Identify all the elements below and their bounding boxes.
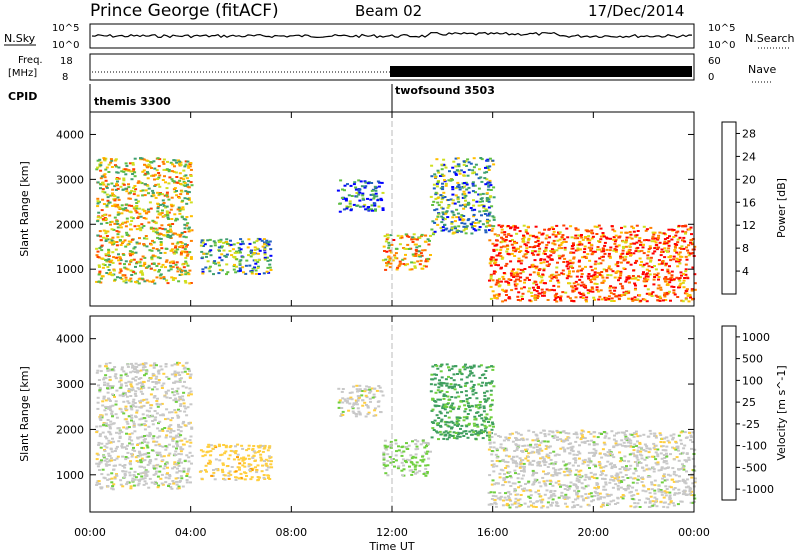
echo-region (488, 224, 697, 303)
colorbar-title: Power [dB] (775, 178, 788, 238)
nsky-tick-top: 10^5 (52, 23, 79, 34)
colorbar-tick-label: -25 (742, 418, 760, 431)
echo-region (429, 157, 496, 236)
x-tick-label: 16:00 (477, 526, 509, 539)
power-panel: 1000 2000 3000 4000 Slant Range [km] (18, 111, 697, 307)
freq-tick-bottom: 8 (62, 72, 68, 83)
colorbar-tick-label: 24 (742, 150, 756, 163)
colorbar-tick-label: -500 (742, 461, 767, 474)
echo-region (198, 443, 274, 482)
colorbar-tick-label: 1000 (742, 331, 770, 344)
nave-tick-bottom: 0 (708, 72, 714, 83)
nsearch-tick-bottom: 10^0 (708, 40, 735, 51)
beam-label: Beam 02 (355, 2, 422, 20)
echo-region (336, 179, 385, 213)
nsky-label: N.Sky (4, 32, 36, 45)
velocity-panel: 1000 2000 3000 4000 Slant Range [km] (18, 315, 697, 513)
y-tick-label: 3000 (56, 378, 84, 391)
nave-tick-top: 60 (708, 56, 721, 67)
power-colorbar: 4 8 12 16 20 24 28 Power [dB] (721, 121, 788, 295)
nsky-trace (91, 31, 693, 39)
echo-region (95, 157, 194, 285)
x-tick-label: 04:00 (175, 526, 207, 539)
freq-trace-twofsound (390, 66, 692, 77)
colorbar-tick-label: 4 (742, 265, 749, 278)
colorbar-tick-label: 100 (742, 374, 763, 387)
echo-region (382, 439, 432, 477)
nsearch-label: N.Search (745, 32, 795, 45)
colorbar-tick-label: 25 (742, 396, 756, 409)
y-tick-label: 2000 (56, 423, 84, 436)
y-tick-label: 3000 (56, 173, 84, 186)
y-tick-label: 4000 (56, 128, 84, 141)
colorbar-tick-label: -1000 (742, 483, 774, 496)
time-axis-labels: 00:00 04:00 08:00 12:00 16:00 20:00 00:00 (74, 526, 710, 539)
cpid-program-1: themis 3300 (94, 95, 171, 108)
y-axis-title: Slant Range [km] (18, 366, 31, 462)
freq-strip: Freq. [MHz] 18 8 60 0 Nave (8, 53, 776, 83)
y-tick-label: 4000 (56, 333, 84, 346)
colorbar-tick-label: 8 (742, 242, 749, 255)
cpid-program-2: twofsound 3503 (395, 84, 495, 97)
freq-label-1: Freq. (18, 55, 43, 66)
x-tick-label: 12:00 (376, 526, 408, 539)
nsearch-tick-top: 10^5 (708, 23, 735, 34)
x-tick-label: 00:00 (678, 526, 710, 539)
x-axis-title: Time UT (368, 540, 414, 553)
nsky-strip: N.Sky 10^5 10^0 10^5 10^0 N.Search (4, 23, 795, 51)
colorbar-tick-label: 500 (742, 353, 763, 366)
echo-region (337, 384, 385, 418)
station-title: Prince George (fitACF) (90, 1, 279, 21)
freq-tick-top: 18 (60, 56, 73, 67)
echo-region (199, 237, 273, 276)
cpid-label: CPID (8, 90, 37, 103)
colorbar-tick-label: 12 (742, 219, 756, 232)
y-tick-label: 1000 (56, 263, 84, 276)
x-tick-label: 00:00 (74, 526, 106, 539)
freq-label-2: [MHz] (8, 68, 37, 79)
x-tick-label: 20:00 (577, 526, 609, 539)
echo-region (95, 361, 194, 491)
x-tick-label: 08:00 (275, 526, 307, 539)
colorbar-tick-label: 16 (742, 196, 756, 209)
y-axis-title: Slant Range [km] (18, 161, 31, 257)
velocity-colorbar: 1000 500 100 25 -25 -100 -500 -1000 Velocity [m … (721, 325, 788, 501)
echo-region (429, 363, 496, 441)
date-label: 17/Dec/2014 (588, 2, 684, 20)
y-tick-label: 1000 (56, 469, 84, 482)
nave-label: Nave (748, 63, 776, 76)
colorbar-title: Velocity [m s^-1] (775, 365, 788, 460)
colorbar-tick-label: 20 (742, 173, 756, 186)
nsky-tick-bottom: 10^0 (52, 40, 79, 51)
y-tick-label: 2000 (56, 218, 84, 231)
echo-region (487, 429, 697, 509)
colorbar-tick-label: 28 (742, 127, 756, 140)
echo-region (381, 233, 432, 271)
cpid-strip: CPID themis 3300 twofsound 3503 (8, 84, 495, 112)
colorbar-tick-label: -100 (742, 440, 767, 453)
